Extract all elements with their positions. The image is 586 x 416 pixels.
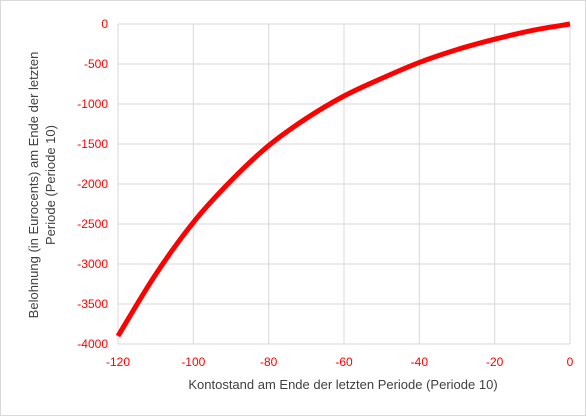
y-tick-label: 0 [101,17,108,31]
y-tick-label: -1000 [77,97,108,111]
x-axis-title: Kontostand am Ende der letzten Periode (… [188,377,497,392]
y-tick-label: -1500 [77,137,108,151]
y-tick-labels: 0 -500 -1000 -1500 -2000 -2500 -3000 -3500 -4000 [77,17,108,351]
y-axis-title-line-1: Belohnung (in Eurocents) am Ende der let… [26,52,41,319]
x-tick-label: -20 [486,355,504,369]
y-tick-label: -3000 [77,257,108,271]
y-tick-label: -2000 [77,177,108,191]
x-tick-label: -60 [335,355,353,369]
x-tick-label: 0 [567,355,574,369]
y-tick-label: -3500 [77,297,108,311]
series-group [115,21,571,338]
x-tick-label: -100 [181,355,205,369]
y-axis-title-line-2: Periode (Periode 10) [43,125,58,245]
y-tick-label: -500 [84,57,108,71]
y-tick-label: -4000 [77,337,108,351]
y-tick-label: -2500 [77,217,108,231]
series-line [115,21,571,338]
x-tick-label: -40 [411,355,429,369]
y-axis-title: Belohnung (in Eurocents) am Ende der let… [26,52,58,319]
grid-lines [117,23,571,345]
x-tick-labels: -120 -100 -80 -60 -40 -20 0 [106,355,574,369]
x-tick-label: -80 [260,355,278,369]
x-tick-label: -120 [106,355,130,369]
